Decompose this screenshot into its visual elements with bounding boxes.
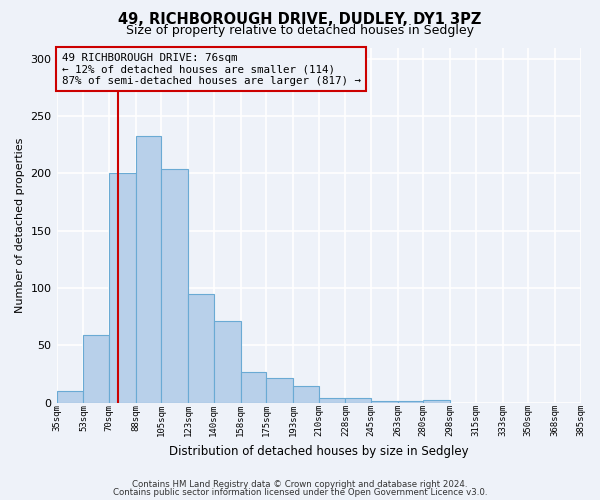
X-axis label: Distribution of detached houses by size in Sedgley: Distribution of detached houses by size …	[169, 444, 469, 458]
Bar	[241, 372, 266, 402]
Bar	[214, 321, 241, 402]
Bar	[109, 174, 136, 402]
Bar	[319, 398, 346, 402]
Text: Contains HM Land Registry data © Crown copyright and database right 2024.: Contains HM Land Registry data © Crown c…	[132, 480, 468, 489]
Text: Contains public sector information licensed under the Open Government Licence v3: Contains public sector information licen…	[113, 488, 487, 497]
Bar	[83, 335, 109, 402]
Bar	[293, 386, 319, 402]
Text: 49, RICHBOROUGH DRIVE, DUDLEY, DY1 3PZ: 49, RICHBOROUGH DRIVE, DUDLEY, DY1 3PZ	[118, 12, 482, 28]
Bar	[346, 398, 371, 402]
Bar	[188, 294, 214, 403]
Bar	[266, 378, 293, 402]
Text: 49 RICHBOROUGH DRIVE: 76sqm
← 12% of detached houses are smaller (114)
87% of se: 49 RICHBOROUGH DRIVE: 76sqm ← 12% of det…	[62, 53, 361, 86]
Bar	[161, 169, 188, 402]
Bar	[56, 391, 83, 402]
Text: Size of property relative to detached houses in Sedgley: Size of property relative to detached ho…	[126, 24, 474, 37]
Bar	[424, 400, 450, 402]
Y-axis label: Number of detached properties: Number of detached properties	[15, 138, 25, 312]
Bar	[136, 136, 161, 402]
